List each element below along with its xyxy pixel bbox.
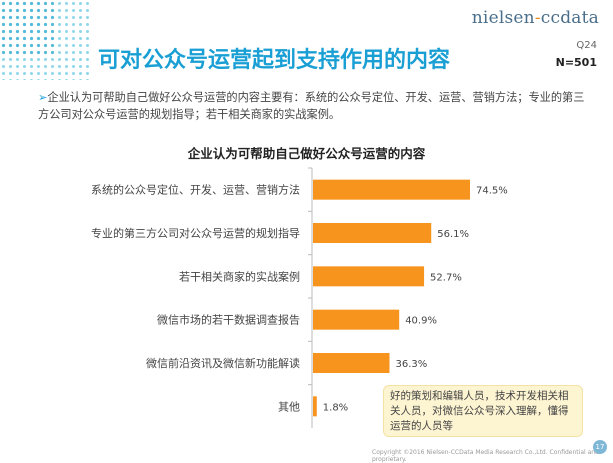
category-label: 若干相关商家的实战案例 — [179, 269, 300, 283]
copyright-text: Copyright ©2016 Nielsen-CCData Media Res… — [372, 449, 599, 463]
bullet-arrow-icon: ➢ — [38, 91, 48, 104]
data-label: 36.3% — [395, 359, 427, 370]
category-label: 专业的第三方公司对公众号运营的规划指导 — [91, 226, 300, 240]
bar — [313, 353, 390, 373]
brand-logo: nielsen-ccdata — [471, 8, 599, 28]
question-code: Q24 — [576, 40, 597, 51]
category-label: 微信市场的若干数据调查报告 — [157, 313, 300, 327]
bar — [313, 179, 470, 200]
decorative-dot-grid-dense — [0, 0, 55, 55]
annotation-callout: 好的策划和编辑人员，技术开发相关相关人员，对微信公众号深入理解，懂得运营的人员等 — [383, 385, 583, 437]
data-label: 56.1% — [437, 229, 469, 240]
summary-text: ➢企业认为可帮助自己做好公众号运营的内容主要有：系统的公众号定位、开发、运营、营… — [38, 91, 585, 121]
category-label: 微信前沿资讯及微信新功能解读 — [146, 356, 300, 370]
data-label: 52.7% — [430, 272, 462, 283]
data-label: 1.8% — [323, 402, 348, 413]
data-label: 74.5% — [476, 186, 508, 197]
page-title: 可对公众号运营起到支持作用的内容 — [98, 48, 451, 73]
page-number: 17 — [593, 440, 607, 454]
category-label: 系统的公众号定位、开发、运营、营销方法 — [91, 183, 300, 197]
data-label: 40.9% — [405, 316, 437, 327]
bar — [313, 396, 317, 417]
bar — [313, 309, 400, 330]
bar — [313, 266, 425, 287]
category-label: 其他 — [278, 400, 300, 413]
sample-size: N=501 — [555, 56, 597, 69]
bar — [313, 223, 432, 243]
chart-title: 企业认为可帮助自己做好公众号运营的内容 — [187, 146, 426, 161]
